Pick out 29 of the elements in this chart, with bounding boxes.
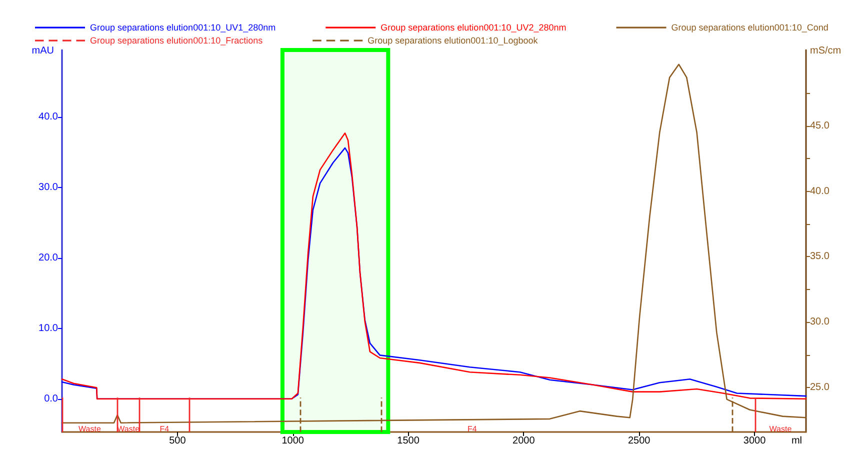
y2-axis-title: mS/cm bbox=[810, 46, 842, 56]
y2-tick-label: 45.0 bbox=[810, 120, 830, 132]
ref-line-label: Waste bbox=[769, 424, 792, 434]
x-tick-label: 1000 bbox=[282, 436, 304, 446]
text: Group separations elution001:10_UV1_280nm bbox=[90, 22, 276, 32]
ref-line-label: F4 bbox=[160, 424, 170, 434]
x-axis-title: ml bbox=[791, 436, 802, 446]
y-tick-label: 30.0 bbox=[38, 182, 58, 193]
y-axis-title: mAU bbox=[32, 46, 54, 56]
y-tick-label: 10.0 bbox=[38, 322, 58, 334]
text: Group separations elution001:10_Cond bbox=[671, 22, 828, 32]
ref-line-label: Waste bbox=[117, 424, 140, 434]
x-tick-label: 2000 bbox=[512, 436, 536, 446]
legend-label: Group separations elution001:10_Fractions bbox=[90, 36, 264, 46]
x-tick-label: 1500 bbox=[397, 436, 420, 446]
y-tick-label: 20.0 bbox=[38, 252, 58, 264]
text: Group separations elution001:10_UV2_280nm bbox=[380, 22, 566, 32]
y-tick-label: 40.0 bbox=[38, 111, 58, 122]
y2-tick-label: 25.0 bbox=[810, 382, 830, 394]
y-tick-label: 0.0 bbox=[44, 393, 58, 404]
x-tick-label: 2500 bbox=[628, 436, 651, 446]
y2-tick-label: 35.0 bbox=[810, 251, 830, 262]
y2-tick-label: 30.0 bbox=[810, 316, 830, 328]
y2-tick-label: 40.0 bbox=[810, 186, 830, 197]
x-tick-label: 3000 bbox=[743, 436, 766, 446]
ref-line-label: F4 bbox=[468, 424, 478, 434]
legend-label: Group separations elution001:10_Logbook bbox=[368, 36, 538, 46]
ref-line-label: Waste bbox=[78, 424, 102, 434]
x-tick-label: 500 bbox=[169, 436, 186, 446]
